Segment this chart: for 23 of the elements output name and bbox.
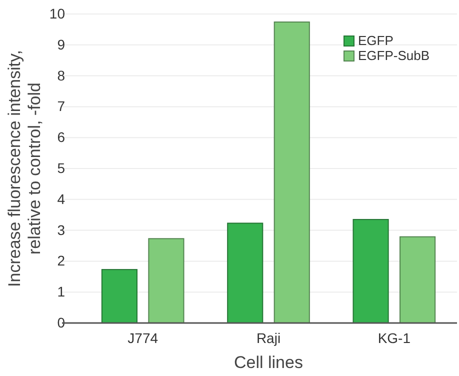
bar	[274, 22, 310, 324]
y-tick-label: 9	[57, 36, 66, 52]
y-axis-title: Increase fluorescence intensity, relative to control, -fold	[5, 50, 44, 287]
y-tick-label: 8	[57, 67, 66, 84]
bar	[227, 222, 264, 324]
x-tick-label: KG-1	[378, 330, 411, 346]
y-tick-label: 7	[57, 98, 66, 114]
y-tick-label: 1	[57, 284, 66, 300]
y-tick-label: 5	[57, 160, 66, 176]
legend-label: EGFP	[358, 33, 394, 48]
x-tick-label: J774	[128, 330, 158, 346]
x-tick-label: Raji	[256, 330, 281, 346]
x-axis-title: Cell lines	[234, 353, 303, 372]
bar	[400, 236, 436, 324]
legend-label: EGFP-SubB	[358, 48, 430, 63]
bar	[101, 269, 138, 324]
y-tick-label: 3	[57, 222, 66, 238]
y-tick-label: 4	[57, 190, 66, 207]
y-tick-label: 2	[57, 252, 66, 269]
y-tick-label: 6	[57, 129, 66, 146]
bar	[352, 218, 389, 324]
bar	[148, 238, 184, 324]
y-tick-label: 10	[49, 5, 66, 22]
